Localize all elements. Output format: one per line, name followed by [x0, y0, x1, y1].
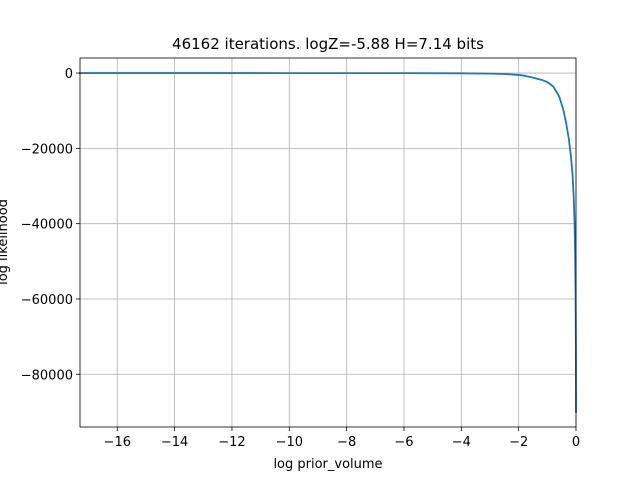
grid-lines [80, 58, 577, 427]
series-line [79, 72, 577, 413]
y-tick-label: −20000 [21, 142, 73, 157]
x-tick-label: −2 [509, 435, 528, 450]
x-tick-label: −6 [394, 435, 413, 450]
x-tick-label: −12 [218, 435, 245, 450]
x-tick-label: −10 [276, 435, 303, 450]
y-axis-ticks: 0 −20000 −40000 −60000 −80000 [21, 67, 80, 383]
x-tick-label: 0 [572, 435, 580, 450]
x-tick-label: −14 [161, 435, 188, 450]
x-tick-label: −16 [104, 435, 131, 450]
x-axis-label: log prior_volume [273, 457, 382, 472]
y-tick-label: −60000 [21, 293, 73, 308]
series-layer [79, 72, 577, 413]
y-axis-label: log likelihood [0, 199, 11, 285]
y-tick-label: −40000 [21, 218, 73, 233]
x-tick-label: −4 [452, 435, 471, 450]
x-axis-ticks: −16 −14 −12 −10 −8 −6 −4 −2 0 [104, 427, 580, 450]
chart-title: 46162 iterations. logZ=-5.88 H=7.14 bits [172, 35, 484, 53]
y-tick-label: −80000 [21, 368, 73, 383]
x-tick-label: −8 [337, 435, 356, 450]
y-tick-label: 0 [65, 67, 73, 82]
plot-frame [79, 57, 577, 428]
